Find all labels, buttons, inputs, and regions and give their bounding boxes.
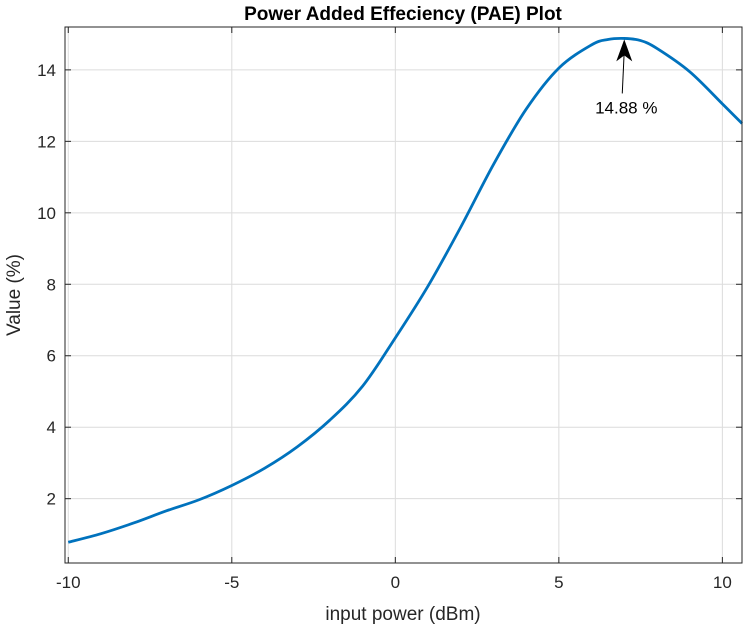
series-layer bbox=[67, 36, 743, 544]
y-tick-label: 6 bbox=[47, 347, 56, 366]
y-tick-label: 14 bbox=[37, 61, 56, 80]
plot-frame bbox=[64, 26, 743, 564]
annotation-arrowhead bbox=[616, 39, 633, 62]
y-tick-label: 4 bbox=[47, 418, 56, 437]
y-axis-label: Value (%) bbox=[4, 254, 25, 336]
grid bbox=[65, 27, 742, 563]
x-tick-label: 5 bbox=[554, 573, 563, 592]
plot-background bbox=[65, 27, 742, 563]
x-tick-label: 0 bbox=[391, 573, 400, 592]
peak-annotation-label: 14.88 % bbox=[595, 98, 657, 117]
y-tick-label: 2 bbox=[47, 490, 56, 509]
ticks: -10 -5 0 5 10 2 4 6 8 10 12 14 bbox=[37, 27, 742, 592]
y-tick-label: 8 bbox=[47, 275, 56, 294]
x-tick-label: -10 bbox=[56, 573, 81, 592]
annotation-layer: 14.88 % bbox=[595, 39, 657, 117]
annotation-arrow-shaft bbox=[621, 50, 625, 94]
x-tick-label: 10 bbox=[713, 573, 732, 592]
x-tick-label: -5 bbox=[224, 573, 239, 592]
pae-series-line bbox=[67, 36, 743, 544]
y-tick-label: 12 bbox=[37, 132, 56, 151]
chart-title: Power Added Effeciency (PAE) Plot bbox=[244, 4, 562, 25]
y-tick-label: 10 bbox=[37, 204, 56, 223]
x-axis-label: input power (dBm) bbox=[325, 604, 480, 625]
